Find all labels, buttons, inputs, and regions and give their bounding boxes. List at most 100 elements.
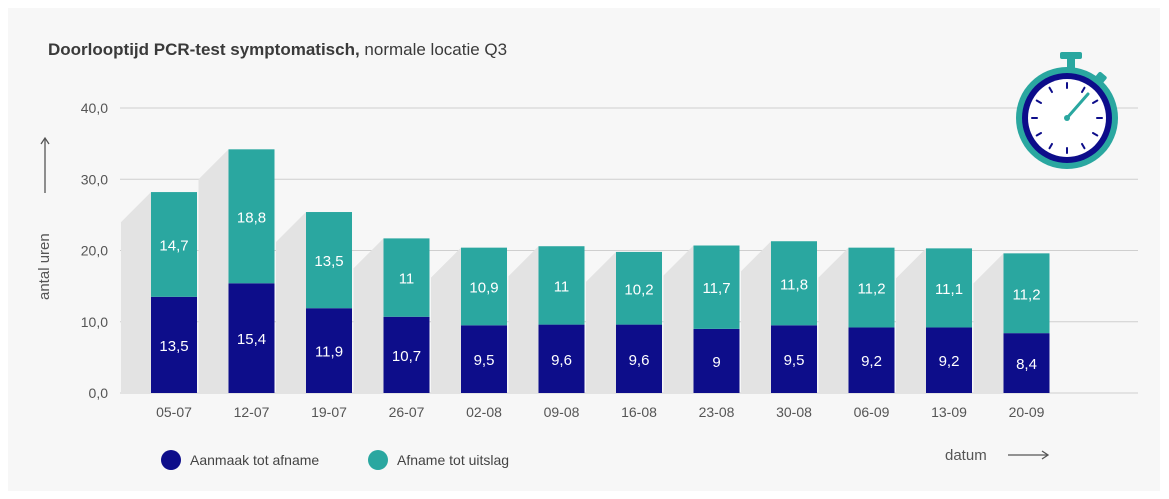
bar-value-label-series2: 11,8 — [780, 276, 808, 293]
bar-value-label-series2: 10,9 — [469, 279, 498, 296]
chart-title-normal: normale locatie Q3 — [359, 40, 508, 59]
bar-value-label-series1: 9,5 — [474, 352, 495, 369]
bar-value-label-series1: 9,6 — [629, 352, 650, 369]
bar-value-label-series2: 14,7 — [159, 237, 188, 254]
bar-value-label-series1: 9 — [712, 354, 720, 371]
bar-segment-series2 — [693, 245, 740, 329]
bar-segment-series1 — [771, 325, 817, 393]
legend-label-series1: Aanmaak tot afname — [190, 452, 319, 468]
bars: 13,5 14,7 15,4 18,8 11,9 13,5 10,7 11 9,5 10,9 9,6… — [151, 149, 1050, 393]
x-tick-label: 26-07 — [389, 404, 425, 420]
y-tick-label: 30,0 — [81, 171, 108, 187]
x-tick-label: 19-07 — [311, 404, 347, 420]
bar-segment-series2 — [151, 192, 197, 297]
bar-segment-series1 — [616, 324, 662, 393]
y-tick-label: 20,0 — [81, 243, 108, 259]
chart-title: Doorlooptijd PCR-test symptomatisch, nor… — [48, 40, 507, 60]
bar-shadow — [818, 247, 849, 393]
x-tick-label: 23-08 — [699, 404, 735, 420]
bar-value-label-series1: 9,2 — [861, 353, 882, 370]
bar-segment-series2 — [926, 248, 972, 328]
bar-value-label-series1: 8,4 — [1016, 356, 1037, 373]
bar-shadow — [121, 192, 151, 393]
stopwatch-tick — [1035, 132, 1043, 137]
stopwatch-tick — [1048, 142, 1053, 150]
bar-segment-series2 — [383, 238, 430, 317]
bar-segment-series2 — [771, 241, 817, 326]
bar-value-label-series1: 9,6 — [551, 352, 572, 369]
bar-segment-series1 — [1003, 333, 1050, 393]
bar-value-label-series2: 10,2 — [624, 281, 653, 298]
chart-title-bold: Doorlooptijd PCR-test symptomatisch, — [48, 40, 360, 59]
stopwatch-tick — [1081, 142, 1086, 150]
bar-value-label-series1: 9,5 — [784, 352, 805, 369]
x-tick-label: 09-08 — [544, 404, 580, 420]
bar-segment-series1 — [461, 325, 507, 393]
bar-value-label-series2: 11,7 — [702, 280, 730, 297]
bar-shadow — [586, 251, 616, 393]
x-tick-label: 13-09 — [931, 404, 967, 420]
bar-segment-series1 — [926, 327, 972, 393]
bar-segment-series2 — [1003, 253, 1050, 334]
x-tick-label: 16-08 — [621, 404, 657, 420]
y-axis-arrow — [40, 136, 50, 193]
bar-segment-series1 — [693, 328, 740, 393]
x-tick-label: 05-07 — [156, 404, 192, 420]
bar-segment-series1 — [228, 283, 275, 393]
bar-segment-series2 — [616, 251, 662, 325]
x-tick-label: 20-09 — [1009, 404, 1045, 420]
bar-shadow — [276, 212, 306, 393]
bar-shadow — [353, 238, 384, 393]
bar-segment-series2 — [848, 247, 895, 328]
bar-shadow — [663, 245, 694, 393]
bar-value-label-series1: 11,9 — [315, 344, 343, 361]
bar-value-label-series2: 18,8 — [237, 209, 266, 226]
bar-segment-series1 — [538, 324, 585, 393]
bar-value-label-series1: 15,4 — [237, 331, 266, 348]
bar-shadow — [508, 246, 539, 393]
y-tick-label: 0,0 — [89, 385, 109, 401]
legend-swatch-series1 — [161, 450, 181, 470]
x-tick-label: 30-08 — [776, 404, 812, 420]
stopwatch-tick — [1081, 86, 1086, 94]
chart-card: Doorlooptijd PCR-test symptomatisch, nor… — [8, 8, 1160, 491]
bar-value-label-series1: 13,5 — [159, 338, 188, 355]
x-axis-ticks: 05-07 12-07 19-07 26-07 02-08 09-08 16-08 23-08… — [156, 404, 1045, 420]
bar-shadow — [741, 241, 771, 393]
bar-shadows — [121, 149, 1004, 393]
stopwatch-icon — [1016, 52, 1118, 169]
x-tick-label: 06-09 — [854, 404, 890, 420]
bar-shadow — [973, 253, 1004, 393]
bar-segment-series1 — [848, 327, 895, 393]
y-axis-title: antal uren — [36, 233, 53, 300]
bar-segment-series2 — [306, 212, 352, 309]
bar-segment-series1 — [383, 316, 430, 393]
bar-value-label-series2: 11 — [554, 278, 570, 295]
x-tick-label: 12-07 — [234, 404, 270, 420]
bar-shadow — [431, 247, 461, 393]
bar-segment-series1 — [306, 308, 352, 393]
bar-value-label-series2: 11,2 — [857, 281, 885, 298]
bar-value-label-series2: 11,2 — [1012, 286, 1040, 303]
bar-value-label-series2: 11 — [399, 271, 415, 288]
legend-swatch-series2 — [368, 450, 388, 470]
y-tick-label: 40,0 — [81, 100, 108, 116]
bar-segment-series1 — [151, 296, 197, 393]
x-tick-label: 02-08 — [466, 404, 502, 420]
bar-shadow — [896, 248, 926, 393]
stopwatch-tick — [1091, 132, 1099, 137]
bar-shadow — [198, 149, 229, 393]
bar-segment-series2 — [461, 247, 507, 326]
bar-value-label-series1: 10,7 — [392, 348, 421, 365]
stacked-bar-chart: 13,5 14,7 15,4 18,8 11,9 13,5 10,7 11 9,5 10,9 9,6… — [36, 52, 1138, 470]
y-tick-label: 10,0 — [81, 314, 108, 330]
legend: Aanmaak tot afname Afname tot uitslag — [161, 450, 509, 470]
legend-label-series2: Afname tot uitslag — [397, 452, 509, 468]
stopwatch-tick — [1035, 99, 1043, 104]
bar-segment-series2 — [538, 246, 585, 325]
bar-value-label-series1: 9,2 — [939, 353, 960, 370]
bar-value-label-series2: 13,5 — [314, 253, 343, 270]
stopwatch-tick — [1048, 86, 1053, 94]
stopwatch-tick — [1091, 99, 1099, 104]
bar-segment-series2 — [228, 149, 275, 284]
